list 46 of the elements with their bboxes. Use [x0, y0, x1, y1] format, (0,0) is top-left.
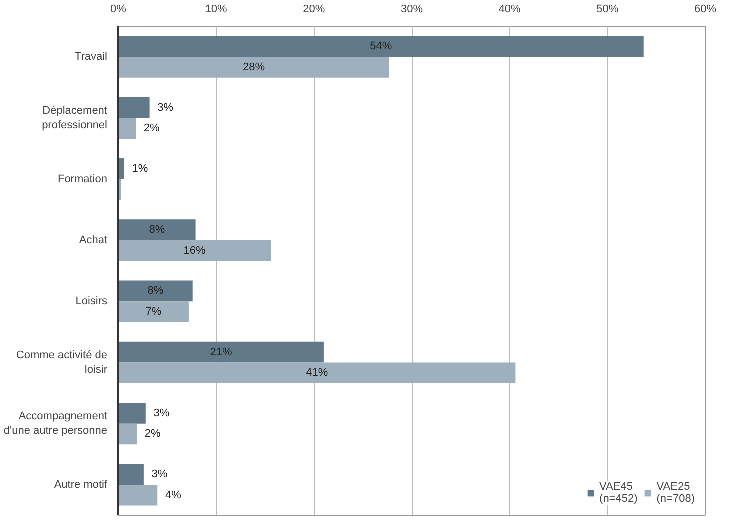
data-label: 8%: [149, 224, 166, 236]
x-tick-label: 20%: [303, 4, 326, 16]
bar: [118, 280, 193, 302]
data-label: 7%: [146, 306, 162, 318]
x-tick-label: 30%: [400, 4, 424, 16]
x-tick-label: 60%: [694, 4, 717, 16]
data-label: 3%: [158, 102, 174, 114]
bar: [118, 118, 136, 139]
data-label: 2%: [144, 122, 160, 135]
y-tick-label: Achat: [79, 234, 108, 246]
data-label: 8%: [148, 285, 164, 298]
data-label: 4%: [165, 489, 182, 502]
x-tick-label: 0%: [110, 4, 127, 16]
x-tick-label: 10%: [205, 4, 228, 16]
bar: [118, 220, 196, 240]
y-tick-label: Travail: [74, 51, 108, 64]
data-label: 54%: [370, 40, 392, 53]
y-tick-label: Loisirs: [76, 296, 108, 308]
data-label: 2%: [144, 428, 162, 440]
x-tick-label: 50%: [596, 4, 619, 16]
data-label: 41%: [306, 367, 328, 380]
x-tick-label: 40%: [498, 4, 522, 16]
bar: [118, 424, 138, 445]
bar: [118, 464, 144, 485]
bar: [118, 97, 150, 118]
bar: [118, 36, 644, 58]
y-tick-label: Accompagnement d'une autre personne: [4, 410, 108, 438]
legend-label: VAE45 (n=452): [600, 481, 638, 505]
bar: [118, 403, 146, 424]
y-tick-label: Autre motif: [54, 478, 108, 491]
bar: [118, 57, 390, 78]
legend-label: VAE25 (n=708): [656, 481, 695, 505]
bar: [118, 302, 189, 322]
y-tick-label: Comme activité de loisir: [16, 349, 108, 376]
bar: [118, 362, 516, 384]
data-label: 3%: [154, 407, 170, 420]
bar: [118, 240, 272, 262]
data-label: 3%: [152, 468, 168, 481]
bar: [118, 342, 324, 363]
bar: [118, 484, 158, 506]
data-label: 28%: [242, 61, 266, 74]
data-label: 21%: [210, 346, 232, 358]
y-tick-label: Déplacement professionnel: [42, 104, 108, 132]
data-label: 1%: [132, 162, 148, 175]
data-label: 16%: [184, 244, 206, 257]
y-tick-label: Formation: [58, 173, 108, 186]
